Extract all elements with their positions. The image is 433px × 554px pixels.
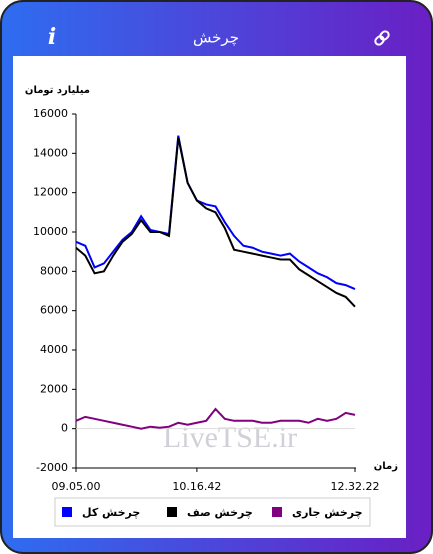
y-axis-label: میلیارد تومان bbox=[25, 85, 90, 96]
y-tick-label: 6000 bbox=[40, 304, 68, 317]
x-axis-label: زمان bbox=[374, 461, 398, 472]
legend-label: چرخش کل bbox=[82, 506, 140, 519]
y-tick-label: 14000 bbox=[33, 146, 68, 159]
series-line bbox=[75, 137, 356, 308]
series-line bbox=[75, 135, 356, 290]
legend-label: چرخش صف bbox=[187, 506, 253, 519]
y-tick-label: -2000 bbox=[36, 461, 68, 474]
legend-swatch bbox=[167, 507, 177, 517]
y-tick-label: 2000 bbox=[40, 382, 68, 395]
info-button[interactable]: i bbox=[48, 24, 56, 50]
page-title: چرخش bbox=[193, 29, 239, 47]
legend-swatch bbox=[62, 507, 72, 517]
link-button[interactable] bbox=[374, 30, 390, 46]
legend bbox=[54, 497, 371, 527]
legend-label: چرخش جاری bbox=[292, 506, 363, 519]
x-tick-label: 12.32.22 bbox=[331, 480, 380, 493]
y-tick-label: 10000 bbox=[33, 225, 68, 238]
y-tick-label: 16000 bbox=[33, 107, 68, 120]
x-tick-label: 10.16.42 bbox=[172, 480, 221, 493]
series-line bbox=[75, 407, 356, 430]
watermark: LiveTSE.ir bbox=[163, 421, 297, 454]
y-tick-label: 4000 bbox=[40, 343, 68, 356]
y-tick-label: 0 bbox=[61, 422, 68, 435]
y-tick-label: 8000 bbox=[40, 264, 68, 277]
legend-swatch bbox=[272, 507, 282, 517]
panel bbox=[13, 56, 406, 538]
x-tick-label: 09.05.00 bbox=[52, 480, 101, 493]
y-tick-label: 12000 bbox=[33, 186, 68, 199]
